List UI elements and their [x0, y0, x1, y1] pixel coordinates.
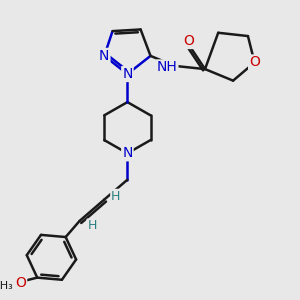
- Text: N: N: [122, 67, 133, 81]
- Text: N: N: [122, 146, 133, 160]
- Text: H: H: [111, 190, 121, 203]
- Text: H: H: [87, 220, 97, 232]
- Text: O: O: [15, 276, 26, 289]
- Text: O: O: [183, 34, 194, 48]
- Text: CH₃: CH₃: [0, 281, 13, 291]
- Text: N: N: [99, 49, 110, 63]
- Text: NH: NH: [157, 60, 177, 74]
- Text: O: O: [249, 56, 260, 70]
